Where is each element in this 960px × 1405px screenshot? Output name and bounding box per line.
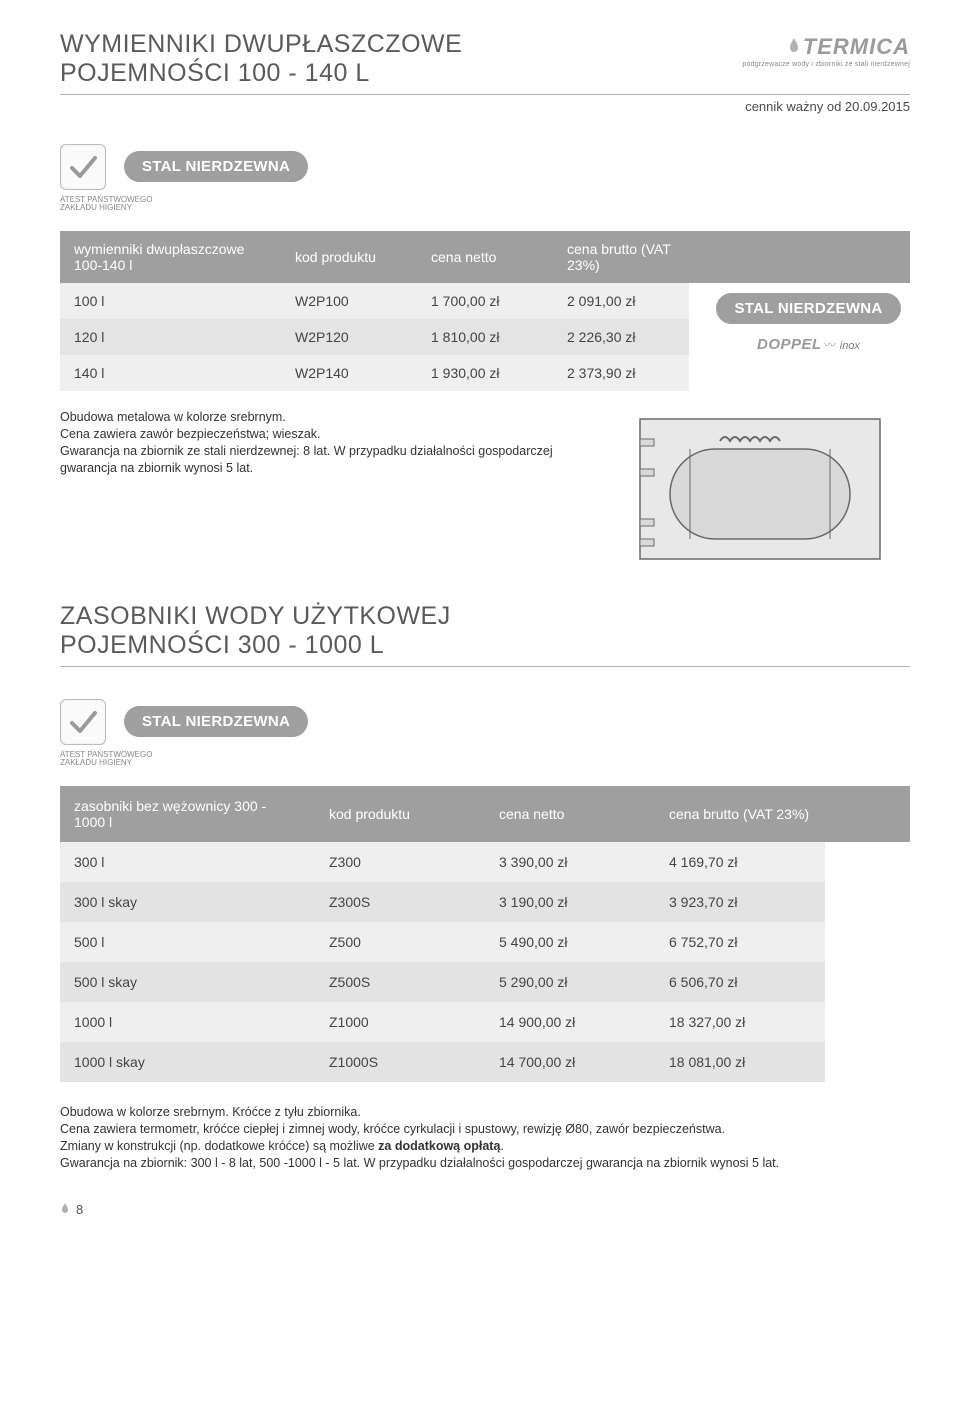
note-line: Gwarancja na zbiornik: 300 l - 8 lat, 50… [60, 1155, 910, 1172]
table-row: 300 l skay [60, 882, 315, 922]
section1-header: WYMIENNIKI DWUPŁASZCZOWE POJEMNOŚCI 100 … [60, 30, 910, 88]
table-row: 300 l [60, 842, 315, 882]
section1-price-table: wymienniki dwupłaszczowe 100-140 l kod p… [60, 231, 910, 391]
note-line: Obudowa w kolorze srebrnym. Króćce z tył… [60, 1104, 910, 1121]
atest-caption-line2: ZAKŁADU HIGIENY [60, 758, 132, 767]
table-row: Z1000S [315, 1042, 485, 1082]
table-row: 14 700,00 zł [485, 1042, 655, 1082]
th-product-name: zasobniki bez wężownicy 300 - 1000 l [60, 786, 315, 842]
section2-notes: Obudowa w kolorze srebrnym. Króćce z tył… [60, 1104, 910, 1172]
table-row: 1000 l skay [60, 1042, 315, 1082]
table-row: 1 930,00 zł [417, 355, 553, 391]
th-spacer [825, 786, 910, 842]
note-line: Cena zawiera termometr, króćce ciepłej i… [60, 1121, 910, 1138]
table-row: 5 290,00 zł [485, 962, 655, 1002]
table-row: 18 327,00 zł [655, 1002, 825, 1042]
table-row: W2P140 [281, 355, 417, 391]
table-row: 100 l [60, 283, 281, 319]
page-number: 8 [60, 1202, 910, 1217]
steel-badge: STAL NIERDZEWNA [124, 706, 308, 737]
table-row: W2P100 [281, 283, 417, 319]
section2-title-line2: POJEMNOŚCI 300 - 1000 L [60, 631, 910, 660]
section1-title-line2: POJEMNOŚCI 100 - 140 L [60, 59, 742, 88]
page-number-value: 8 [76, 1202, 83, 1217]
atest-caption-2: ATEST PAŃSTWOWEGO ZAKŁADU HIGIENY [60, 751, 910, 769]
table-row: Z500 [315, 922, 485, 962]
table-row: 6 506,70 zł [655, 962, 825, 1002]
flame-icon [60, 1203, 70, 1215]
table-row: 14 900,00 zł [485, 1002, 655, 1042]
steel-badge-side: STAL NIERDZEWNA [716, 293, 900, 324]
th-price-gross: cena brutto (VAT 23%) [655, 786, 825, 842]
doppel-inox: inox [840, 340, 860, 352]
section2-rule [60, 666, 910, 667]
flame-icon [787, 38, 801, 56]
section1-badges: STAL NIERDZEWNA [60, 144, 910, 190]
table-row: Z300 [315, 842, 485, 882]
doppel-logo: DOPPEL 〰 inox [757, 336, 860, 353]
price-list-date: cennik ważny od 20.09.2015 [60, 99, 910, 114]
steel-badge: STAL NIERDZEWNA [124, 151, 308, 182]
th-product-code: kod produktu [315, 786, 485, 842]
tank-illustration [630, 409, 890, 572]
table-row: 18 081,00 zł [655, 1042, 825, 1082]
section1-title-line1: WYMIENNIKI DWUPŁASZCZOWE [60, 30, 742, 59]
th-spacer [689, 231, 910, 283]
swirl-icon: 〰 [824, 336, 836, 353]
th-product-name: wymienniki dwupłaszczowe 100-140 l [60, 231, 281, 283]
note-line: Zmiany w konstrukcji (np. dodatkowe króć… [60, 1138, 910, 1155]
atest-badge-icon [60, 144, 106, 190]
table-row: Z1000 [315, 1002, 485, 1042]
section1-notes: Obudowa metalowa w kolorze srebrnym. Cen… [60, 409, 600, 477]
note-line: Cena zawiera zawór bezpieczeństwa; wiesz… [60, 426, 600, 443]
table-row: 2 373,90 zł [553, 355, 689, 391]
atest-caption-line2: ZAKŁADU HIGIENY [60, 203, 132, 212]
table-row: 1000 l [60, 1002, 315, 1042]
th-product-code: kod produktu [281, 231, 417, 283]
note-line: Obudowa metalowa w kolorze srebrnym. [60, 409, 600, 426]
section2-title-line1: ZASOBNIKI WODY UŻYTKOWEJ [60, 602, 910, 631]
doppel-text: DOPPEL [757, 336, 822, 353]
table-row: Z500S [315, 962, 485, 1002]
table-row: 500 l [60, 922, 315, 962]
table-row: 5 490,00 zł [485, 922, 655, 962]
header-rule [60, 94, 910, 95]
table-row: 3 923,70 zł [655, 882, 825, 922]
atest-badge-icon [60, 699, 106, 745]
table-row: Z300S [315, 882, 485, 922]
brand-name: TERMICA [803, 34, 910, 60]
brand-logo: TERMICA podgrzewacze wody i zbiorniki ze… [742, 30, 910, 68]
table-row: W2P120 [281, 319, 417, 355]
table-row: 4 169,70 zł [655, 842, 825, 882]
section2-price-table: zasobniki bez wężownicy 300 - 1000 l kod… [60, 786, 910, 1082]
atest-caption-line1: ATEST PAŃSTWOWEGO [60, 750, 152, 759]
note-line: Gwarancja na zbiornik ze stali nierdzewn… [60, 443, 600, 477]
table-row: 2 226,30 zł [553, 319, 689, 355]
table-row: 3 390,00 zł [485, 842, 655, 882]
section2-badges: STAL NIERDZEWNA [60, 699, 910, 745]
atest-caption-line1: ATEST PAŃSTWOWEGO [60, 195, 152, 204]
table-row: 2 091,00 zł [553, 283, 689, 319]
table-row: 3 190,00 zł [485, 882, 655, 922]
table-row: 1 810,00 zł [417, 319, 553, 355]
table-row: 140 l [60, 355, 281, 391]
th-price-net: cena netto [417, 231, 553, 283]
table-row: 6 752,70 zł [655, 922, 825, 962]
th-price-net: cena netto [485, 786, 655, 842]
brand-tagline: podgrzewacze wody i zbiorniki ze stali n… [742, 61, 910, 68]
atest-caption: ATEST PAŃSTWOWEGO ZAKŁADU HIGIENY [60, 196, 910, 214]
table-row: 120 l [60, 319, 281, 355]
table-row: 1 700,00 zł [417, 283, 553, 319]
th-price-gross: cena brutto (VAT 23%) [553, 231, 689, 283]
table-row: 500 l skay [60, 962, 315, 1002]
